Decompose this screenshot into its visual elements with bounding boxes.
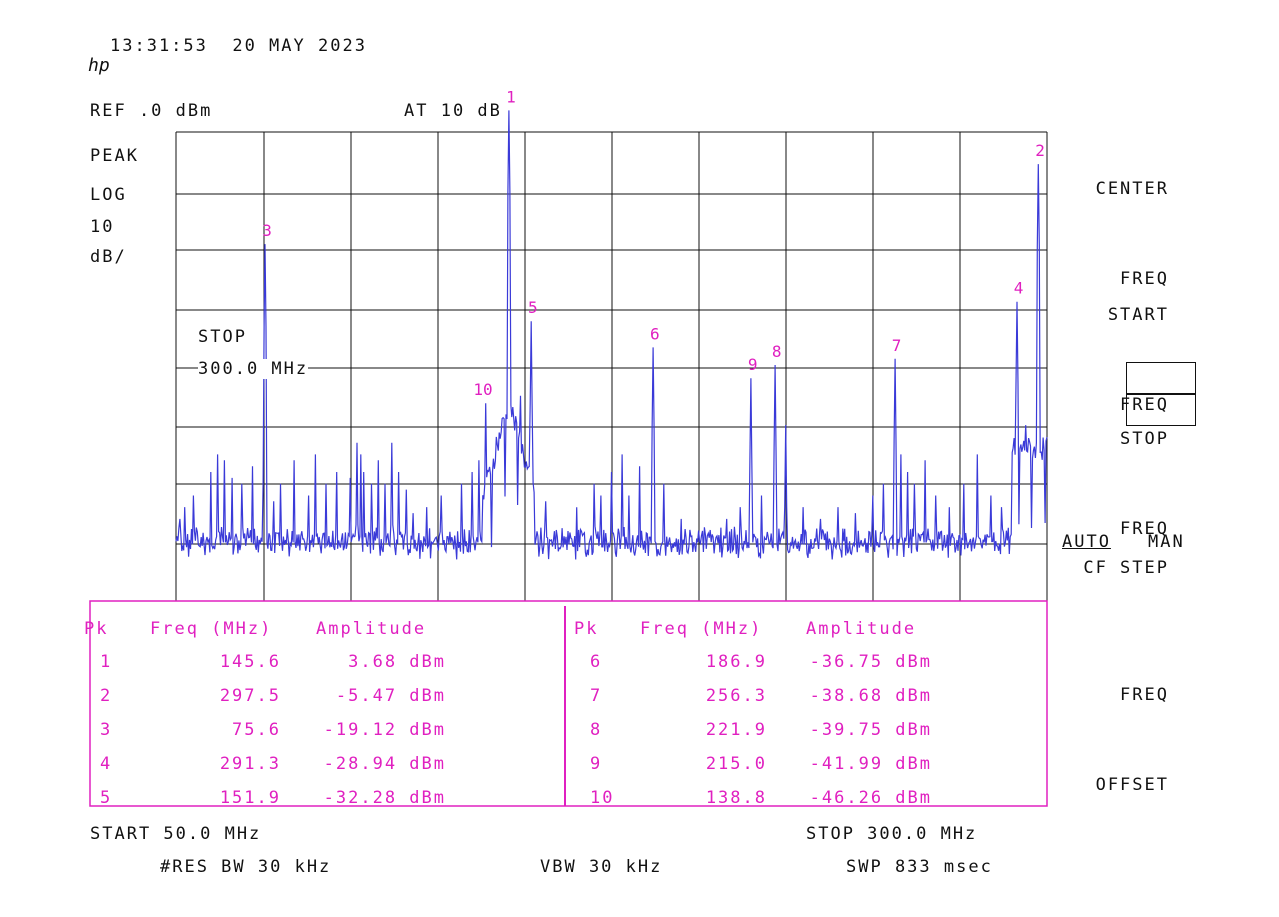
peak-table-row-amp: -32.28 dBm [323,788,446,808]
peak-marker-8: 8 [772,342,782,361]
peak-marker-4: 4 [1014,279,1024,298]
peak-table-header-amp-0: Amplitude [316,619,427,639]
peak-marker-2: 2 [1035,141,1045,160]
sweep-time: SWP 833 msec [846,857,993,877]
datetime: 13:31:53 20 MAY 2023 [110,36,367,56]
peak-table-row-freq: 221.9 [705,720,767,740]
peak-table-row-pk: 7 [590,686,603,706]
peak-marker-9: 9 [748,355,758,374]
peak-table-row-freq: 151.9 [219,788,281,808]
peak-table-row-freq: 215.0 [705,754,767,774]
softkey-center-freq-line2: FREQ [1120,269,1169,289]
softkey-stop-freq[interactable]: STOP FREQ [1120,364,1169,574]
peak-table-row-freq: 186.9 [705,652,767,672]
peak-table-row-amp: -46.26 dBm [809,788,932,808]
active-function-value: 300.0 MHz [198,359,309,379]
peak-table-row-pk: 5 [100,788,113,808]
stop-freq-highlight-top [1126,362,1196,394]
peak-marker-7: 7 [892,336,902,355]
peak-table-row-pk: 3 [100,720,113,740]
peak-markers: 1 2 3 4 5 6 7 89 10 [262,87,1045,399]
peak-marker-10: 10 [473,380,492,399]
softkey-start-freq-line1: START [1107,305,1169,325]
peak-table-row-freq: 138.8 [705,788,767,808]
peak-table-row-pk: 4 [100,754,113,774]
peak-table-row-amp: -28.94 dBm [323,754,446,774]
detector-mode: PEAK [90,146,139,166]
cf-step-auto[interactable]: AUTO [1062,532,1111,552]
ref-level: REF .0 dBm [90,101,213,121]
peak-table-row-amp: -19.12 dBm [323,720,446,740]
start-frequency: START 50.0 MHz [90,824,262,844]
peak-table-row-amp: -38.68 dBm [809,686,932,706]
stop-freq-highlight-bottom [1126,394,1196,426]
peak-table-row-freq: 256.3 [705,686,767,706]
attenuation: AT 10 dB [404,101,502,121]
softkey-stop-freq-line2: FREQ [1120,519,1169,539]
peak-table-row-amp: -5.47 dBm [335,686,446,706]
peak-table-row-freq: 291.3 [219,754,281,774]
peak-marker-6: 6 [650,324,660,343]
stop-frequency: STOP 300.0 MHz [806,824,978,844]
softkey-cf-step[interactable]: CF STEP [1083,493,1169,613]
peak-table-row-pk: 9 [590,754,603,774]
peak-marker-5: 5 [528,298,538,317]
cf-step-man[interactable]: MAN [1148,532,1185,552]
scale-value: 10 [90,217,115,237]
peak-table-row-pk: 10 [590,788,615,808]
softkey-start-freq[interactable]: START FREQ [1108,240,1169,450]
spectrum-trace [175,110,1048,560]
peak-table-row-pk: 2 [100,686,113,706]
peak-table-header-pk-1: Pk [574,619,599,639]
peak-table-row-pk: 1 [100,652,113,672]
peak-table-row-amp: -36.75 dBm [809,652,932,672]
peak-table-header-freq-1: Freq (MHz) [640,619,763,639]
peak-table-row-amp: 3.68 dBm [348,652,446,672]
scale-mode: LOG [90,185,127,205]
softkey-center-freq[interactable]: CENTER FREQ [1096,114,1169,324]
video-bandwidth: VBW 30 kHz [540,857,663,877]
peak-table-row-amp: -39.75 dBm [809,720,932,740]
softkey-stop-freq-line1: STOP [1120,429,1169,449]
peak-table-row-freq: 297.5 [219,686,281,706]
scale-unit: dB/ [90,247,127,267]
peak-table-row-pk: 6 [590,652,603,672]
softkey-freq-offset-line2: OFFSET [1095,775,1169,795]
softkey-start-freq-line2: FREQ [1120,395,1169,415]
peak-table-row-freq: 145.6 [219,652,281,672]
resolution-bandwidth: #RES BW 30 kHz [160,857,332,877]
peak-table-row-pk: 8 [590,720,603,740]
peak-table-row-amp: -41.99 dBm [809,754,932,774]
peak-table-header-freq-0: Freq (MHz) [150,619,273,639]
active-function-label: STOP [198,327,247,347]
peak-table-row-freq: 75.6 [232,720,281,740]
softkey-freq-offset-line1: FREQ [1120,685,1169,705]
hp-logo: hp [88,55,110,76]
peak-marker-3: 3 [262,221,272,240]
peak-marker-1: 1 [506,87,516,106]
peak-table-header-amp-1: Amplitude [806,619,917,639]
peak-table-frame [89,600,1048,807]
softkey-cf-step-label: CF STEP [1083,558,1169,578]
softkey-center-freq-line1: CENTER [1095,179,1169,199]
peak-table-header-pk-0: Pk [84,619,109,639]
softkey-freq-offset[interactable]: FREQ OFFSET [1096,620,1169,830]
